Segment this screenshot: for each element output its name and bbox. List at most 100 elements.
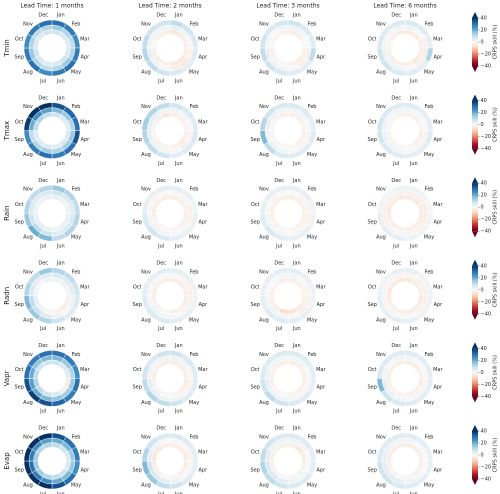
month-label: Feb bbox=[190, 104, 199, 110]
month-label: Sep bbox=[367, 385, 376, 391]
month-label: Mar bbox=[198, 285, 208, 291]
month-label: Jun bbox=[292, 409, 301, 415]
month-label: Dec bbox=[274, 343, 284, 349]
month-label: Jun bbox=[56, 78, 65, 84]
month-label: Nov bbox=[259, 104, 269, 110]
month-label: Nov bbox=[23, 187, 33, 193]
month-label: Jun bbox=[174, 326, 183, 332]
column-title: Lead Time: 6 months bbox=[373, 3, 436, 10]
colorbar bbox=[472, 183, 478, 232]
month-label: Mar bbox=[316, 285, 326, 291]
colorbar-tick-label: −40 bbox=[481, 64, 492, 70]
colorbar-tick-label: −20 bbox=[481, 465, 492, 471]
month-label: Sep bbox=[132, 302, 141, 308]
month-label: Sep bbox=[367, 54, 376, 60]
month-label: Jan bbox=[56, 13, 65, 19]
month-label: Sep bbox=[250, 302, 259, 308]
month-label: Jun bbox=[409, 244, 418, 250]
heat-wedge bbox=[273, 267, 289, 277]
month-label: Nov bbox=[23, 104, 33, 110]
month-label: Oct bbox=[133, 37, 142, 43]
heat-wedge bbox=[37, 102, 53, 111]
month-label: Apr bbox=[199, 219, 209, 225]
colorbar-label: CRPS skill (%) bbox=[493, 355, 499, 390]
month-label: Sep bbox=[250, 385, 259, 391]
row-label: Tmin bbox=[3, 39, 11, 57]
month-label: Jan bbox=[292, 260, 301, 266]
column-title: Lead Time: 3 months bbox=[256, 3, 319, 10]
month-label: Sep bbox=[250, 467, 259, 473]
month-label: Feb bbox=[308, 352, 317, 358]
month-label: Jul bbox=[157, 491, 164, 494]
colorbar-tick-label: −20 bbox=[481, 299, 492, 305]
month-label: May bbox=[71, 152, 81, 158]
month-label: Apr bbox=[317, 385, 327, 391]
month-label: Jan bbox=[409, 13, 418, 19]
month-label: Feb bbox=[72, 352, 81, 358]
month-label: Mar bbox=[198, 119, 208, 125]
month-label: Feb bbox=[425, 269, 434, 275]
month-label: Feb bbox=[425, 104, 434, 110]
month-label: Nov bbox=[141, 352, 151, 358]
month-label: Sep bbox=[367, 219, 376, 225]
heat-wedge bbox=[390, 184, 406, 194]
month-label: Jun bbox=[409, 491, 418, 494]
month-label: Apr bbox=[199, 385, 209, 391]
month-label: Jan bbox=[292, 13, 301, 19]
month-label: Feb bbox=[308, 434, 317, 440]
colorbar-label: CRPS skill (%) bbox=[493, 107, 499, 142]
colorbar bbox=[472, 18, 478, 66]
month-label: Mar bbox=[433, 367, 443, 373]
month-label: Dec bbox=[391, 13, 401, 19]
month-label: Apr bbox=[199, 137, 209, 143]
month-label: Jun bbox=[56, 409, 65, 415]
colorbar-extend-bottom bbox=[472, 396, 478, 403]
colorbar-extend-top bbox=[472, 94, 478, 101]
month-label: Feb bbox=[308, 187, 317, 193]
month-label: Jul bbox=[39, 161, 46, 167]
colorbar-tick-label: 40 bbox=[481, 181, 487, 187]
month-label: Mar bbox=[80, 119, 90, 125]
colorbar-tick-label: −40 bbox=[481, 146, 492, 152]
month-label: Sep bbox=[14, 302, 23, 308]
month-label: Dec bbox=[156, 178, 166, 184]
heat-wedge bbox=[37, 350, 53, 359]
heat-wedge bbox=[155, 432, 171, 442]
month-label: Apr bbox=[317, 302, 327, 308]
row-label: Radn bbox=[3, 287, 11, 305]
row-label: Tmax bbox=[3, 121, 11, 142]
month-label: Feb bbox=[190, 21, 199, 27]
heat-wedge bbox=[155, 102, 171, 111]
column-title: Lead Time: 2 months bbox=[138, 3, 201, 10]
month-label: Aug bbox=[23, 235, 33, 241]
month-label: Dec bbox=[274, 426, 284, 432]
month-label: Jun bbox=[174, 409, 183, 415]
month-label: Feb bbox=[308, 21, 317, 27]
month-label: Sep bbox=[367, 302, 376, 308]
month-label: Dec bbox=[156, 95, 166, 101]
month-label: Mar bbox=[433, 37, 443, 43]
colorbar-extend-top bbox=[472, 425, 478, 431]
month-label: Jul bbox=[275, 326, 282, 332]
month-label: Jan bbox=[409, 260, 418, 266]
colorbar-tick-label: 20 bbox=[481, 110, 487, 116]
month-label: Nov bbox=[259, 352, 269, 358]
heat-wedge bbox=[273, 350, 289, 359]
month-label: Aug bbox=[376, 70, 386, 76]
month-label: Feb bbox=[425, 187, 434, 193]
month-label: Jul bbox=[275, 78, 282, 84]
month-label: Jan bbox=[56, 426, 65, 432]
month-label: Oct bbox=[368, 119, 377, 125]
month-label: Nov bbox=[141, 187, 151, 193]
month-label: Jan bbox=[174, 95, 183, 101]
month-label: Jul bbox=[392, 409, 399, 415]
month-label: Mar bbox=[433, 119, 443, 125]
month-label: Oct bbox=[251, 367, 260, 373]
month-label: May bbox=[189, 317, 199, 323]
month-label: Nov bbox=[376, 187, 386, 193]
month-label: Jun bbox=[409, 161, 418, 167]
month-label: Sep bbox=[132, 219, 141, 225]
heat-wedge bbox=[390, 19, 406, 29]
colorbar-tick-label: 0 bbox=[481, 453, 484, 459]
month-label: Dec bbox=[38, 95, 48, 101]
